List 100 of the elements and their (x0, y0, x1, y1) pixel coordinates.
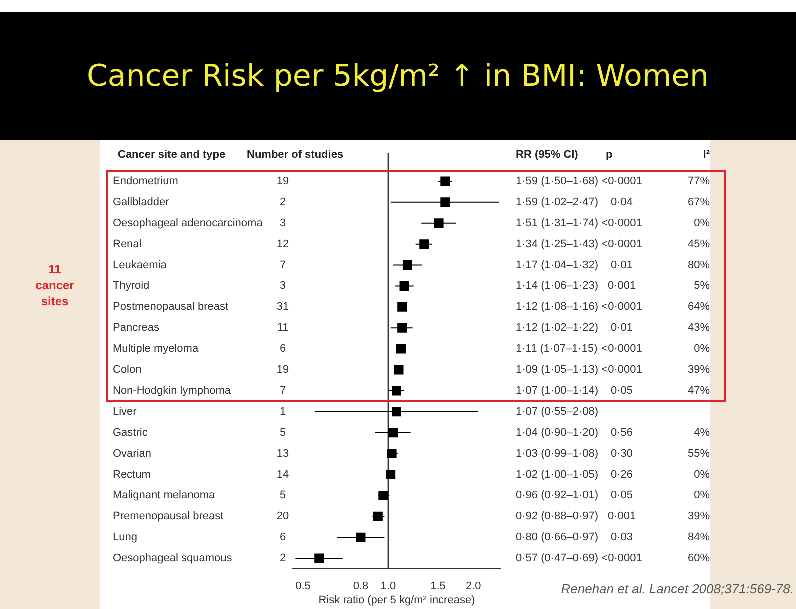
data-label: 0·57 (0·47–0·69) (516, 552, 599, 565)
y-tick-label: Gallbladder (113, 196, 170, 208)
text: 60% (688, 552, 710, 565)
text: <0·0001 (602, 217, 642, 230)
text: 4% (694, 426, 710, 439)
data-label: 0·80 (0·66–0·97) (516, 532, 599, 544)
text: 5 (280, 426, 286, 439)
text: 5% (694, 280, 710, 292)
text: 19 (276, 176, 290, 188)
text: 5 (280, 490, 286, 502)
data-label: 1·14 (1·06–1·23) (516, 280, 599, 292)
y-tick-label: Gastric (113, 426, 148, 439)
y-tick-label: Postmenopausal breast (113, 301, 229, 314)
text: 47% (688, 384, 710, 397)
text: 0·001 (608, 280, 636, 292)
text: RR (95% CI) (516, 149, 579, 162)
text: 0% (694, 343, 710, 356)
y-tick-label: Rectum (113, 468, 151, 481)
x-tick-label: 0.5 (296, 580, 311, 593)
data-label: 1·51 (1·31–1·74) (516, 217, 599, 230)
text: 0·01 (610, 259, 634, 272)
x-tick-label: 0.8 (353, 580, 369, 593)
text: 0·04 (610, 196, 634, 208)
text: 6 (280, 532, 286, 544)
data-label: 1·04 (0·90–1·20) (516, 426, 599, 439)
data-label: 1·03 (0·99–1·08) (516, 448, 599, 460)
text: 3 (280, 217, 286, 230)
text: 12 (276, 238, 290, 250)
y-tick-label: Malignant melanoma (113, 490, 216, 502)
text: 39% (688, 510, 710, 523)
x-axis-title: Risk ratio (per 5 kg/m² increase) (318, 594, 476, 606)
data-label: 1·12 (1·02–1·22) (516, 322, 599, 334)
y-axis-title: Cancer site and type (118, 149, 226, 162)
text: 0·30 (610, 448, 634, 460)
point (396, 344, 406, 354)
x-tick-label: 1.0 (380, 580, 396, 593)
text: 0·26 (610, 468, 634, 481)
text: 11 (277, 322, 289, 334)
text: 84% (688, 532, 710, 544)
text: <0·0001 (602, 552, 642, 565)
y-tick-label: Oesophageal adenocarcinoma (113, 217, 264, 230)
text: <0·0001 (602, 238, 642, 250)
text: 19 (276, 364, 290, 376)
chart-title: Cancer Risk per 5kg/m² ↑ in BMI: Women (0, 12, 796, 140)
text: Renehan et al. Lancet 2008;371:569-78. (561, 582, 794, 597)
text: 2 (280, 552, 286, 565)
y-tick-label: Thyroid (113, 280, 150, 292)
y-tick-label: Leukaemia (113, 259, 168, 272)
y-tick-label: Oesophageal squamous (113, 552, 233, 565)
text: 20 (276, 510, 290, 523)
text: 0% (694, 468, 710, 481)
point (387, 449, 397, 459)
text: I² (703, 149, 710, 162)
point (378, 490, 388, 500)
text: 0·001 (608, 510, 636, 523)
text: 39% (688, 364, 710, 376)
y-tick-label: Colon (113, 364, 142, 376)
text: 31 (276, 301, 290, 314)
text: 7 (280, 384, 286, 397)
y-tick-label: Lung (113, 532, 138, 544)
data-label: 1·17 (1·04–1·32) (516, 259, 599, 272)
point (398, 302, 408, 312)
text: <0·0001 (602, 364, 642, 376)
data-label: 0·96 (0·92–1·01) (516, 490, 599, 502)
text: 0% (694, 490, 710, 502)
text: 1 (280, 406, 286, 418)
text: 0·05 (610, 384, 634, 397)
text: 77% (688, 176, 710, 188)
point (392, 407, 402, 417)
text: 45% (688, 238, 710, 250)
text: <0·0001 (602, 176, 642, 188)
text: 43% (688, 322, 710, 334)
data-label: 1·07 (1·00–1·14) (516, 384, 599, 397)
point (400, 281, 410, 291)
text: 6 (280, 343, 286, 356)
text: 3 (280, 280, 286, 292)
text: 13 (276, 448, 290, 460)
data-label: 1·07 (0·55–2·08) (516, 406, 599, 418)
point (394, 365, 404, 375)
text: 67% (688, 196, 710, 208)
text: 2 (280, 196, 286, 208)
y-tick-label: Pancreas (113, 322, 160, 334)
y-tick-label: Liver (113, 406, 138, 418)
data-label: 1·59 (1·02–2·47) (516, 196, 599, 208)
text: <0·0001 (602, 343, 642, 356)
data-label: 1·02 (1·00–1·05) (516, 468, 599, 481)
data-label: 1·11 (1·07–1·15) (516, 343, 598, 356)
text: 0·01 (610, 322, 634, 334)
text: 80% (688, 259, 710, 272)
text: <0·0001 (602, 301, 642, 314)
text: p (606, 149, 613, 162)
text: 64% (688, 301, 710, 314)
x-tick-label: 2.0 (466, 580, 482, 593)
point (398, 323, 408, 333)
y-tick-label: Endometrium (113, 176, 178, 188)
text: 0% (694, 217, 710, 230)
data-label: 1·12 (1·08–1·16) (516, 301, 599, 314)
data-label: 1·09 (1·05–1·13) (516, 364, 599, 376)
point (402, 260, 412, 270)
data-label: 1·34 (1·25–1·43) (516, 238, 599, 250)
